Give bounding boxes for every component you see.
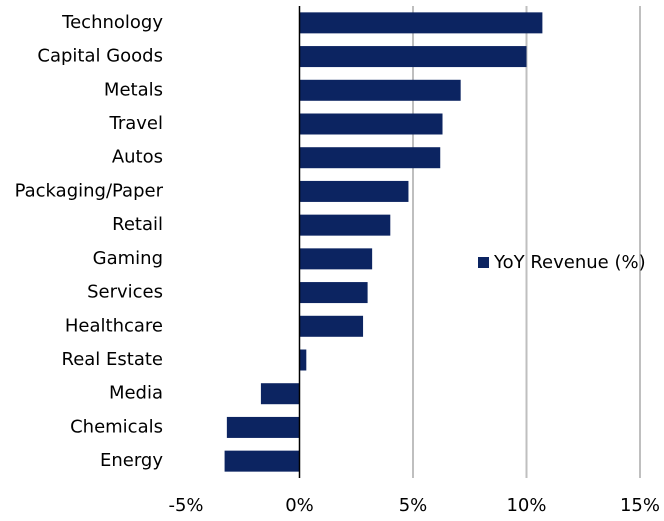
x-tick-label: 0% xyxy=(285,495,314,516)
x-tick-label: 5% xyxy=(399,495,428,516)
bar xyxy=(299,248,373,270)
bar xyxy=(299,79,461,101)
bar xyxy=(224,450,300,472)
bar xyxy=(299,147,441,169)
legend-label: YoY Revenue (%) xyxy=(493,252,646,273)
bar xyxy=(299,315,364,337)
y-tick-label: Capital Goods xyxy=(37,46,163,67)
legend-swatch xyxy=(478,257,489,268)
y-tick-label: Autos xyxy=(112,147,163,168)
bar xyxy=(299,349,307,371)
y-tick-label: Packaging/Paper xyxy=(15,180,164,201)
bar xyxy=(299,113,443,135)
y-tick-label: Energy xyxy=(100,450,163,471)
x-tick-label: -5% xyxy=(168,495,203,516)
x-tick-label: 10% xyxy=(506,495,546,516)
bar xyxy=(299,180,409,202)
y-tick-label: Metals xyxy=(104,79,163,100)
y-tick-label: Retail xyxy=(112,214,163,235)
bar xyxy=(299,282,368,304)
y-tick-label: Real Estate xyxy=(62,349,164,370)
y-tick-label: Services xyxy=(87,282,163,303)
y-tick-label: Media xyxy=(109,383,163,404)
y-tick-label: Chemicals xyxy=(70,416,163,437)
y-tick-label: Gaming xyxy=(93,248,163,269)
bar xyxy=(299,46,527,68)
bar xyxy=(299,214,391,236)
y-tick-label: Healthcare xyxy=(65,315,163,336)
y-tick-label: Technology xyxy=(61,12,163,33)
bar xyxy=(226,416,300,438)
x-tick-label: 15% xyxy=(620,495,660,516)
bar xyxy=(260,383,300,405)
bar xyxy=(299,12,543,34)
y-tick-label: Travel xyxy=(108,113,163,134)
